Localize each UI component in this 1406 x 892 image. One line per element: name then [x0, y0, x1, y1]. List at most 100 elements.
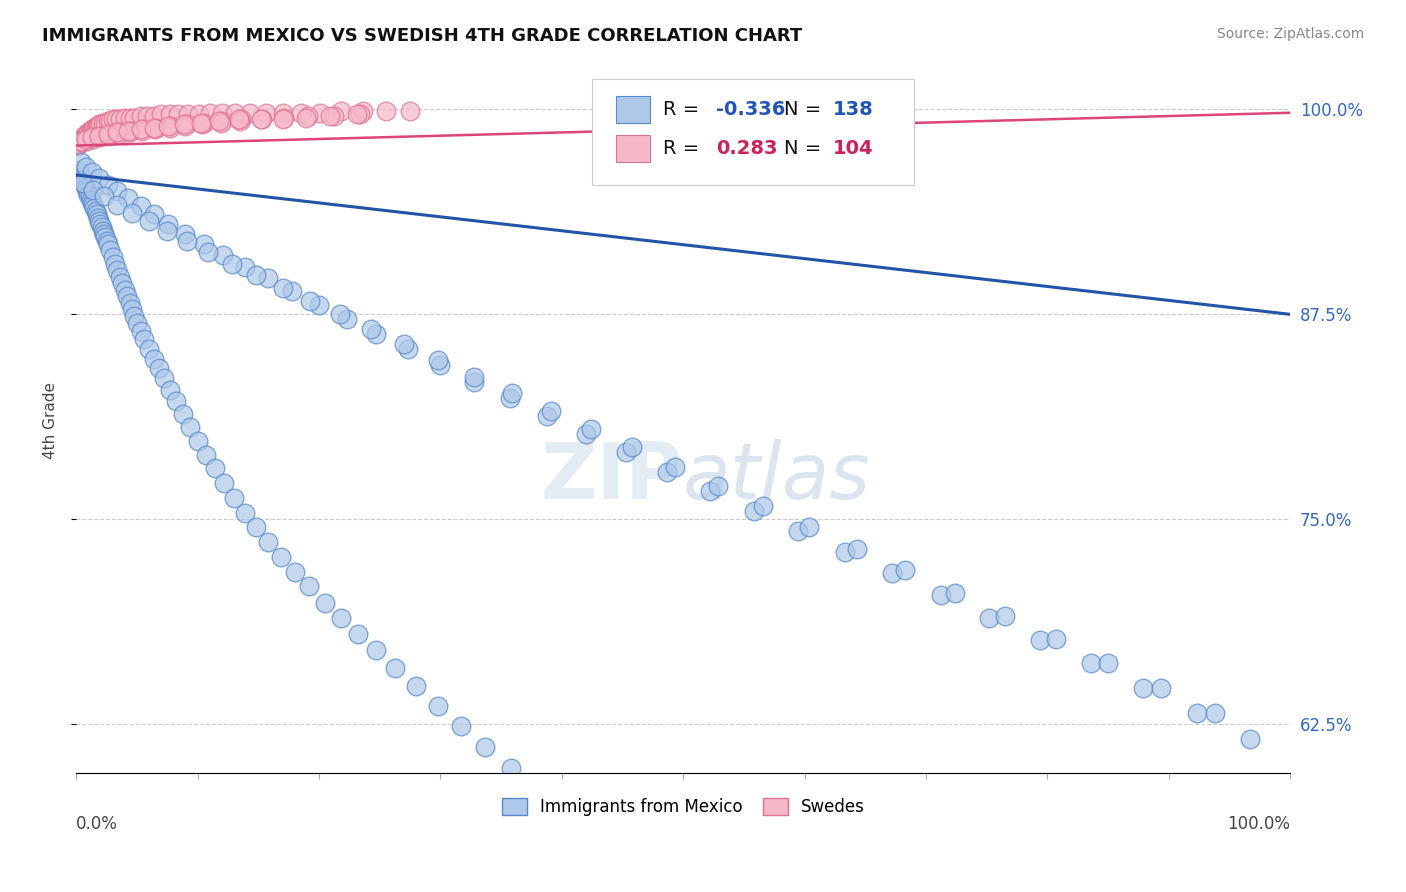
- Point: [298, 579, 321, 593]
- Point: [89, 217, 111, 231]
- Point: [208, 114, 231, 128]
- Point: [80, 165, 103, 179]
- Point: [787, 524, 810, 538]
- Point: [742, 504, 765, 518]
- Point: [77, 125, 100, 139]
- Point: [426, 353, 449, 368]
- Point: [211, 114, 233, 128]
- Point: [233, 506, 256, 520]
- Point: [129, 324, 152, 338]
- Point: [177, 107, 200, 121]
- Point: [329, 610, 352, 624]
- Point: [72, 176, 94, 190]
- Point: [195, 448, 218, 462]
- Point: [392, 336, 415, 351]
- Point: [89, 117, 111, 131]
- Point: [364, 643, 387, 657]
- Point: [526, 784, 548, 798]
- Point: [187, 107, 209, 121]
- Point: [115, 289, 138, 303]
- Point: [271, 112, 294, 127]
- Point: [87, 211, 110, 225]
- Point: [129, 122, 152, 136]
- Point: [977, 610, 1000, 624]
- Point: [346, 627, 368, 641]
- Point: [1097, 657, 1119, 671]
- Point: [254, 105, 277, 120]
- Point: [142, 207, 165, 221]
- Point: [214, 476, 236, 491]
- Point: [93, 227, 115, 241]
- Point: [501, 386, 523, 401]
- Point: [229, 114, 252, 128]
- Point: [104, 256, 127, 270]
- FancyBboxPatch shape: [616, 96, 651, 123]
- Point: [121, 205, 143, 219]
- Point: [426, 698, 449, 713]
- Point: [66, 168, 89, 182]
- Point: [211, 105, 233, 120]
- Point: [77, 187, 100, 202]
- Point: [271, 105, 294, 120]
- Text: atlas: atlas: [683, 439, 872, 516]
- Point: [125, 316, 148, 330]
- Point: [834, 545, 856, 559]
- Point: [1185, 706, 1208, 720]
- Point: [405, 679, 427, 693]
- Point: [138, 214, 160, 228]
- Point: [752, 499, 775, 513]
- Point: [121, 302, 143, 317]
- Point: [89, 117, 111, 131]
- Point: [257, 271, 280, 285]
- Point: [134, 332, 156, 346]
- Point: [621, 440, 644, 454]
- Point: [239, 105, 262, 120]
- Point: [209, 115, 232, 129]
- Point: [290, 105, 312, 120]
- Point: [138, 342, 160, 356]
- Point: [322, 109, 344, 123]
- Point: [111, 276, 134, 290]
- Point: [159, 120, 181, 135]
- Point: [75, 132, 97, 146]
- Point: [1150, 681, 1173, 695]
- Point: [249, 112, 271, 127]
- Point: [82, 183, 104, 197]
- Legend: Immigrants from Mexico, Swedes: Immigrants from Mexico, Swedes: [494, 790, 873, 825]
- Point: [98, 127, 121, 141]
- Point: [273, 111, 295, 125]
- Point: [314, 596, 336, 610]
- Point: [107, 263, 129, 277]
- Point: [994, 608, 1017, 623]
- Point: [845, 541, 868, 556]
- Point: [614, 445, 637, 459]
- Point: [554, 807, 576, 822]
- Point: [124, 111, 146, 125]
- Point: [228, 112, 250, 127]
- Point: [190, 115, 212, 129]
- Point: [474, 739, 496, 754]
- Point: [284, 565, 307, 579]
- FancyBboxPatch shape: [616, 136, 651, 162]
- Point: [89, 214, 111, 228]
- Text: ZIP: ZIP: [541, 439, 683, 516]
- Point: [193, 236, 215, 251]
- Point: [91, 224, 114, 238]
- Point: [75, 181, 97, 195]
- Point: [880, 566, 903, 581]
- Point: [120, 124, 142, 138]
- Point: [1045, 632, 1067, 646]
- Point: [197, 245, 219, 260]
- Point: [97, 128, 120, 143]
- Point: [374, 104, 396, 119]
- Point: [70, 173, 93, 187]
- Point: [540, 404, 562, 418]
- Point: [233, 260, 256, 274]
- Point: [929, 588, 952, 602]
- Point: [257, 535, 280, 549]
- Point: [224, 105, 246, 120]
- Point: [191, 117, 214, 131]
- Point: [172, 407, 194, 421]
- Point: [89, 128, 111, 143]
- Point: [319, 109, 342, 123]
